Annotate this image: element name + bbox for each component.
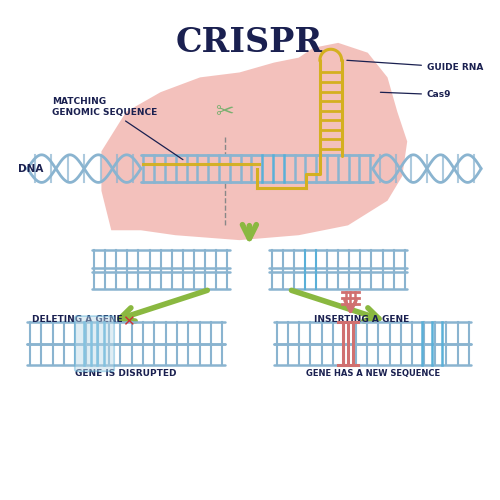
Text: DNA: DNA [18,164,43,173]
Text: Cas9: Cas9 [380,90,452,99]
Text: GUIDE RNA: GUIDE RNA [347,60,484,72]
Text: ✂: ✂ [216,102,234,122]
Text: MATCHING
GENOMIC SEQUENCE: MATCHING GENOMIC SEQUENCE [52,98,183,160]
Text: DELETING A GENE: DELETING A GENE [32,314,123,324]
Text: GENE IS DISRUPTED: GENE IS DISRUPTED [76,369,177,378]
Text: ✕: ✕ [122,314,135,329]
Text: CRISPR: CRISPR [176,26,323,58]
FancyBboxPatch shape [75,316,114,372]
Text: GENE HAS A NEW SEQUENCE: GENE HAS A NEW SEQUENCE [306,369,440,378]
Text: INSERTING A GENE: INSERTING A GENE [314,314,409,324]
Polygon shape [102,43,407,240]
